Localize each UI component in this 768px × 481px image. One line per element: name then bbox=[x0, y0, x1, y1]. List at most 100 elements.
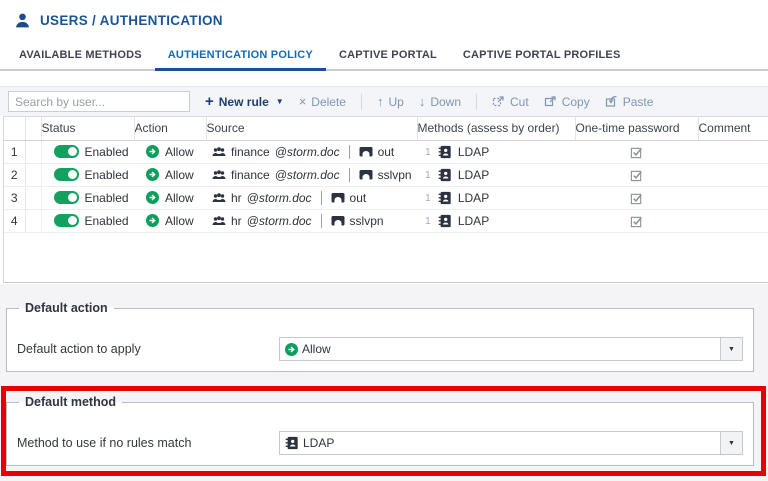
table-row[interactable]: 1 Enabled Allow finance @storm.doc out 1 LD… bbox=[4, 140, 768, 164]
source-interface: out bbox=[349, 190, 367, 205]
default-method-legend: Default method bbox=[25, 395, 116, 409]
search-input[interactable] bbox=[8, 91, 190, 112]
ldap-directory-icon bbox=[438, 168, 452, 182]
users-group-icon bbox=[212, 146, 226, 158]
table-row[interactable]: 2 Enabled Allow finance @storm.doc sslvpn … bbox=[4, 163, 768, 187]
ldap-directory-icon bbox=[438, 214, 452, 228]
up-button[interactable]: ↑ Up bbox=[377, 95, 404, 109]
table-row[interactable]: 4 Enabled Allow hr @storm.doc sslvpn 1 LDAP bbox=[4, 209, 768, 233]
tab-captive-portal[interactable]: CAPTIVE PORTAL bbox=[326, 44, 450, 69]
tab-authentication-policy[interactable]: AUTHENTICATION POLICY bbox=[154, 44, 327, 71]
status-label: Enabled bbox=[84, 144, 129, 159]
default-method-select[interactable]: LDAP ▼ bbox=[279, 431, 743, 455]
column-header-spacer bbox=[25, 117, 42, 141]
status-toggle[interactable] bbox=[53, 168, 79, 181]
network-interface-icon bbox=[331, 214, 345, 227]
select-caret-button[interactable]: ▼ bbox=[720, 432, 742, 454]
source-interface: out bbox=[377, 144, 395, 159]
comment-cell bbox=[698, 186, 768, 210]
tab-available-methods[interactable]: AVAILABLE METHODS bbox=[6, 44, 155, 69]
arrow-down-icon: ↓ bbox=[418, 94, 426, 109]
cut-label: Cut bbox=[510, 94, 529, 109]
status-toggle[interactable] bbox=[53, 191, 79, 204]
column-header-status[interactable]: Status bbox=[41, 117, 135, 141]
column-header-source[interactable]: Source bbox=[206, 117, 418, 141]
column-header-action[interactable]: Action bbox=[134, 117, 207, 141]
method-label: LDAP bbox=[457, 144, 490, 159]
source-domain: @storm.doc bbox=[274, 167, 340, 182]
row-spacer bbox=[25, 163, 42, 187]
table-row[interactable]: 3 Enabled Allow hr @storm.doc out 1 LDAP bbox=[4, 186, 768, 210]
comment-cell bbox=[698, 163, 768, 187]
row-number: 3 bbox=[4, 186, 26, 210]
plus-icon: + bbox=[205, 93, 214, 110]
down-button[interactable]: ↓ Down bbox=[419, 95, 461, 109]
users-group-icon bbox=[212, 169, 226, 181]
page-title: USERS / AUTHENTICATION bbox=[40, 12, 223, 28]
action-label: Allow bbox=[165, 213, 194, 228]
tab-label: CAPTIVE PORTAL PROFILES bbox=[462, 49, 621, 61]
paste-button[interactable]: Paste bbox=[605, 95, 653, 109]
source-divider bbox=[320, 213, 322, 228]
rules-toolbar: + New rule ▼ × Delete ↑ Up ↓ Down Cut bbox=[0, 86, 768, 116]
tab-captive-portal-profiles[interactable]: CAPTIVE PORTAL PROFILES bbox=[450, 44, 634, 69]
action-label: Allow bbox=[165, 167, 194, 182]
allow-arrow-icon bbox=[146, 168, 159, 181]
allow-arrow-icon bbox=[146, 191, 159, 204]
default-action-label: Default action to apply bbox=[17, 342, 141, 356]
method-label: LDAP bbox=[457, 190, 490, 205]
default-action-fieldset: Default action Default action to apply A… bbox=[6, 301, 754, 372]
source-user: hr bbox=[231, 213, 242, 228]
default-action-select[interactable]: Allow ▼ bbox=[279, 337, 743, 361]
checkbox-checked-icon[interactable] bbox=[630, 167, 643, 181]
rules-table-container: Status Action Source Methods (assess by … bbox=[3, 116, 768, 283]
checkbox-checked-icon[interactable] bbox=[630, 190, 643, 204]
checkbox-checked-icon[interactable] bbox=[630, 144, 643, 158]
method-label: LDAP bbox=[457, 213, 490, 228]
status-toggle[interactable] bbox=[53, 145, 79, 158]
column-header-row-number bbox=[4, 117, 26, 141]
new-rule-button[interactable]: + New rule ▼ bbox=[205, 94, 284, 109]
toolbar-separator bbox=[360, 93, 362, 110]
source-interface: sslvpn bbox=[377, 167, 412, 182]
select-caret-button[interactable]: ▼ bbox=[720, 338, 742, 360]
paste-icon bbox=[605, 95, 618, 108]
column-header-otp[interactable]: One-time password bbox=[575, 117, 699, 141]
users-group-icon bbox=[212, 215, 226, 227]
action-label: Allow bbox=[165, 144, 194, 159]
network-interface-icon bbox=[359, 145, 373, 158]
copy-label: Copy bbox=[561, 94, 590, 109]
action-label: Allow bbox=[165, 190, 194, 205]
tab-label: AUTHENTICATION POLICY bbox=[167, 49, 313, 61]
row-number: 2 bbox=[4, 163, 26, 187]
source-interface: sslvpn bbox=[349, 213, 384, 228]
allow-arrow-icon bbox=[285, 342, 298, 356]
delete-button[interactable]: × Delete bbox=[299, 95, 346, 109]
comment-cell bbox=[698, 140, 768, 164]
source-user: finance bbox=[231, 167, 270, 182]
close-icon: × bbox=[298, 94, 307, 109]
method-order: 1 bbox=[425, 191, 431, 204]
source-divider bbox=[348, 167, 350, 182]
column-header-comment[interactable]: Comment bbox=[698, 117, 768, 141]
source-domain: @storm.doc bbox=[274, 144, 340, 159]
default-method-label: Method to use if no rules match bbox=[17, 436, 192, 450]
cut-button[interactable]: Cut bbox=[492, 95, 529, 109]
table-header-row: Status Action Source Methods (assess by … bbox=[4, 117, 768, 141]
comment-cell bbox=[698, 209, 768, 233]
source-divider bbox=[348, 144, 350, 159]
down-label: Down bbox=[430, 94, 462, 109]
ldap-directory-icon bbox=[438, 191, 452, 205]
status-toggle[interactable] bbox=[53, 214, 79, 227]
default-method-fieldset: Default method Method to use if no rules… bbox=[6, 395, 754, 466]
status-label: Enabled bbox=[84, 190, 129, 205]
chevron-down-icon: ▼ bbox=[275, 97, 284, 106]
checkbox-checked-icon[interactable] bbox=[630, 213, 643, 227]
copy-button[interactable]: Copy bbox=[544, 95, 590, 109]
column-header-methods[interactable]: Methods (assess by order) bbox=[417, 117, 576, 141]
chevron-down-icon: ▼ bbox=[728, 345, 735, 353]
source-domain: @storm.doc bbox=[246, 190, 312, 205]
ldap-directory-icon bbox=[285, 436, 299, 450]
status-label: Enabled bbox=[84, 167, 129, 182]
network-interface-icon bbox=[359, 168, 373, 181]
